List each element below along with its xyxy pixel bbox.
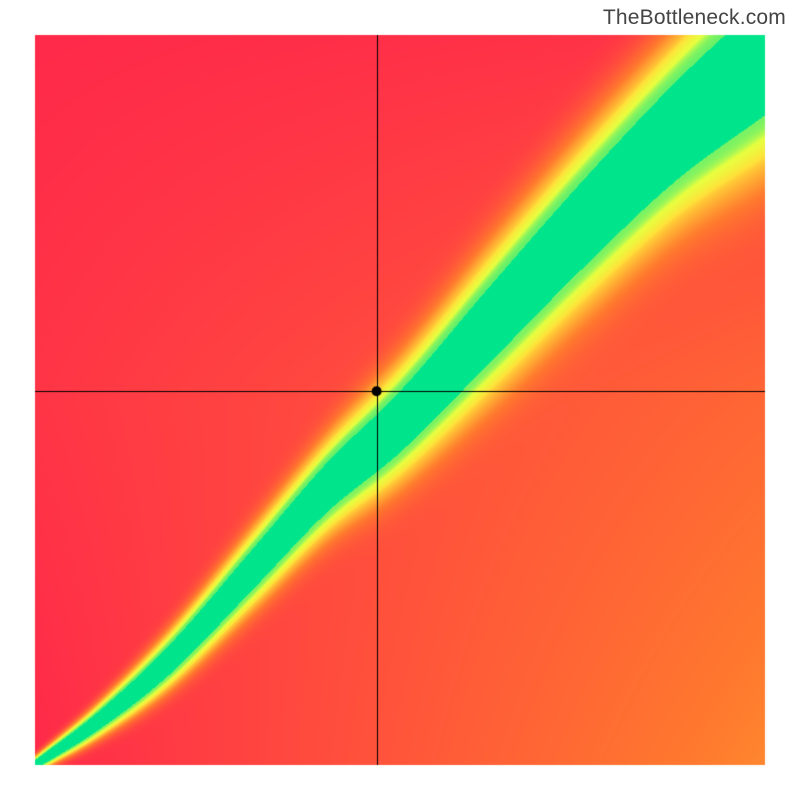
watermark-text: TheBottleneck.com [603,6,786,30]
bottleneck-heatmap [0,0,800,800]
chart-container: TheBottleneck.com [0,0,800,800]
